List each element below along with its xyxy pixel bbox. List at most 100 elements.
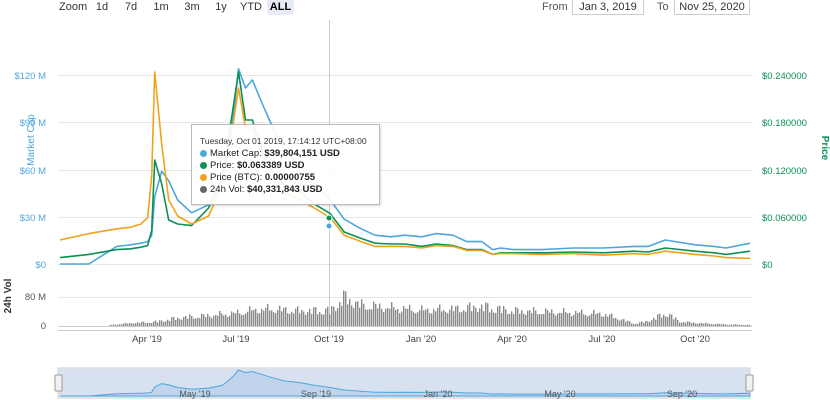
- volume-bar: [409, 304, 411, 326]
- volume-bar: [299, 313, 301, 326]
- volume-bar: [165, 321, 167, 326]
- volume-bar: [701, 323, 703, 326]
- volume-bar: [727, 324, 729, 326]
- volume-bar: [181, 319, 183, 326]
- volume-bar: [725, 324, 727, 326]
- volume-bar: [269, 310, 271, 326]
- volume-bar: [217, 315, 219, 326]
- volume-bar: [127, 323, 129, 326]
- zoom-button-1y[interactable]: 1y: [215, 1, 227, 13]
- nav-label-sep-20: Sep '20: [667, 389, 697, 399]
- volume-bar: [249, 306, 251, 326]
- volume-bar: [325, 308, 327, 326]
- x-tick-apr-19: Apr '19: [132, 334, 162, 345]
- volume-bar: [203, 314, 205, 326]
- left-tick-4: $120 M: [14, 71, 46, 82]
- volume-bar: [427, 308, 429, 326]
- volume-bar: [713, 324, 715, 326]
- tooltip-value: $39,804,151 USD: [264, 148, 340, 159]
- volume-bar: [477, 312, 479, 326]
- volume-bar: [625, 321, 627, 326]
- volume-bar: [675, 317, 677, 326]
- volume-bar: [113, 324, 115, 326]
- volume-bar: [129, 323, 131, 326]
- volume-bar: [445, 312, 447, 326]
- volume-bar: [385, 308, 387, 326]
- tooltip-label: Price:: [210, 160, 235, 171]
- volume-bar: [527, 310, 529, 326]
- tooltip-row-volume: 24h Vol: $40,331,843 USD: [200, 184, 379, 196]
- zoom-button-1d[interactable]: 1d: [95, 1, 109, 13]
- volume-bar: [303, 311, 305, 326]
- volume-bar: [641, 321, 643, 326]
- volume-bar: [437, 307, 439, 326]
- volume-bar: [537, 314, 539, 326]
- volume-bar: [639, 322, 641, 326]
- market-cap-dot-icon: [200, 149, 207, 157]
- volume-bar: [109, 325, 111, 326]
- zoom-button-1m[interactable]: 1m: [153, 1, 169, 13]
- left-tick-3: $90 M: [20, 118, 46, 129]
- volume-bar: [595, 314, 597, 326]
- volume-bar: [691, 323, 693, 326]
- navigator-left-handle[interactable]: [54, 374, 63, 392]
- zoom-button-ytd[interactable]: YTD: [240, 1, 262, 13]
- from-date-input[interactable]: Jan 3, 2019: [572, 0, 644, 15]
- zoom-button-all[interactable]: ALL: [267, 0, 294, 15]
- volume-bar: [521, 310, 523, 326]
- volume-bar: [147, 322, 149, 326]
- volume-bar: [693, 322, 695, 326]
- navigator[interactable]: May '19 Sep '19 Jan '20 May '20 Sep '20: [54, 367, 754, 399]
- volume-bar: [383, 312, 385, 326]
- volume-bar: [439, 304, 441, 326]
- volume-bar: [233, 312, 235, 326]
- volume-bar: [169, 321, 171, 326]
- volume-bar: [369, 309, 371, 326]
- volume-bar: [743, 325, 745, 326]
- volume-bar: [387, 308, 389, 326]
- volume-bar: [167, 319, 169, 326]
- to-date-input[interactable]: Nov 25, 2020: [674, 0, 750, 15]
- series-line-price-btc: [59, 71, 751, 260]
- volume-bar: [435, 311, 437, 326]
- volume-bar: [327, 306, 329, 326]
- left-tick-1: $30 M: [20, 213, 46, 224]
- volume-bar: [125, 322, 127, 326]
- volume-bar: [637, 323, 639, 326]
- volume-bar: [607, 316, 609, 326]
- volume-bar: [611, 313, 613, 326]
- volume-bar: [681, 322, 683, 326]
- volume-bar: [347, 304, 349, 326]
- volume-bar: [497, 306, 499, 326]
- navigator-right-handle[interactable]: [745, 374, 754, 392]
- volume-bar: [197, 317, 199, 326]
- volume-bar: [453, 311, 455, 326]
- volume-bar: [629, 321, 631, 326]
- volume-bar: [353, 308, 355, 326]
- volume-bar: [311, 313, 313, 326]
- volume-bar: [313, 307, 315, 326]
- volume-bar: [137, 322, 139, 326]
- zoom-button-7d[interactable]: 7d: [124, 1, 138, 13]
- volume-bar: [395, 309, 397, 326]
- volume-bar: [413, 312, 415, 326]
- volume-bar: [177, 317, 179, 326]
- volume-bar: [573, 314, 575, 326]
- volume-bar: [291, 311, 293, 326]
- volume-bar: [627, 320, 629, 326]
- hover-marker-market-cap: [325, 222, 333, 230]
- volume-bar: [585, 315, 587, 326]
- volume-bar: [547, 310, 549, 326]
- volume-bar: [451, 305, 453, 326]
- zoom-button-3m[interactable]: 3m: [184, 1, 200, 13]
- volume-bar: [577, 313, 579, 326]
- series-lines: [59, 68, 751, 265]
- volume-bar: [581, 309, 583, 326]
- volume-bar: [533, 307, 535, 326]
- volume-bar: [551, 309, 553, 326]
- volume-bar: [399, 313, 401, 326]
- volume-bar: [301, 309, 303, 326]
- volume-bar: [549, 312, 551, 326]
- volume-bar: [331, 306, 333, 326]
